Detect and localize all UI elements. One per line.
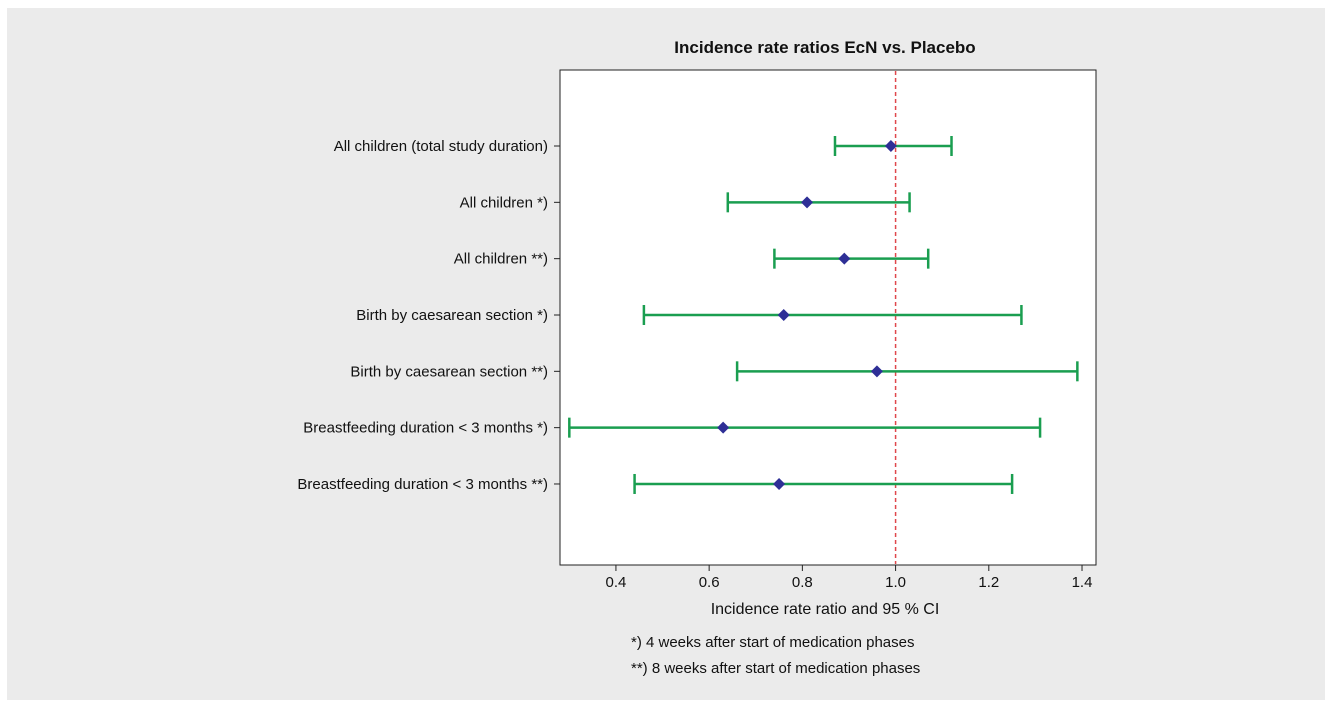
x-tick-label: 0.8 (792, 574, 813, 591)
point-estimate (717, 421, 730, 434)
x-axis-label: Incidence rate ratio and 95 % CI (711, 601, 940, 618)
footnote-4-weeks: *) 4 weeks after start of medication pha… (631, 634, 915, 651)
chart-title: Incidence rate ratios EcN vs. Placebo (674, 38, 975, 57)
y-tick-label: Breastfeeding duration < 3 months *) (303, 420, 548, 437)
y-tick-label: Birth by caesarean section **) (350, 363, 548, 380)
point-estimate (838, 252, 851, 265)
forest-plot: Incidence rate ratios EcN vs. Placebo 0.… (297, 38, 1097, 618)
x-tick-label: 0.6 (699, 574, 720, 591)
point-estimate (801, 196, 814, 209)
x-tick-label: 0.4 (606, 574, 627, 591)
point-estimate (870, 365, 883, 378)
x-tick-label: 1.2 (978, 574, 999, 591)
y-tick-label: All children (total study duration) (334, 138, 548, 155)
x-tick-label: 1.0 (885, 574, 906, 591)
figure-panel: Incidence rate ratios EcN vs. Placebo 0.… (7, 8, 1325, 700)
point-estimate (773, 477, 786, 490)
x-tick-label: 1.4 (1072, 574, 1093, 591)
y-tick-label: Birth by caesarean section *) (356, 307, 548, 324)
y-tick-label: Breastfeeding duration < 3 months **) (297, 476, 548, 493)
y-tick-label: All children **) (454, 251, 548, 268)
y-tick-label: All children *) (460, 194, 548, 211)
plot-area (559, 69, 1097, 566)
footnote-8-weeks: **) 8 weeks after start of medication ph… (631, 660, 921, 677)
point-estimate (777, 308, 790, 321)
point-estimate (884, 140, 897, 152)
